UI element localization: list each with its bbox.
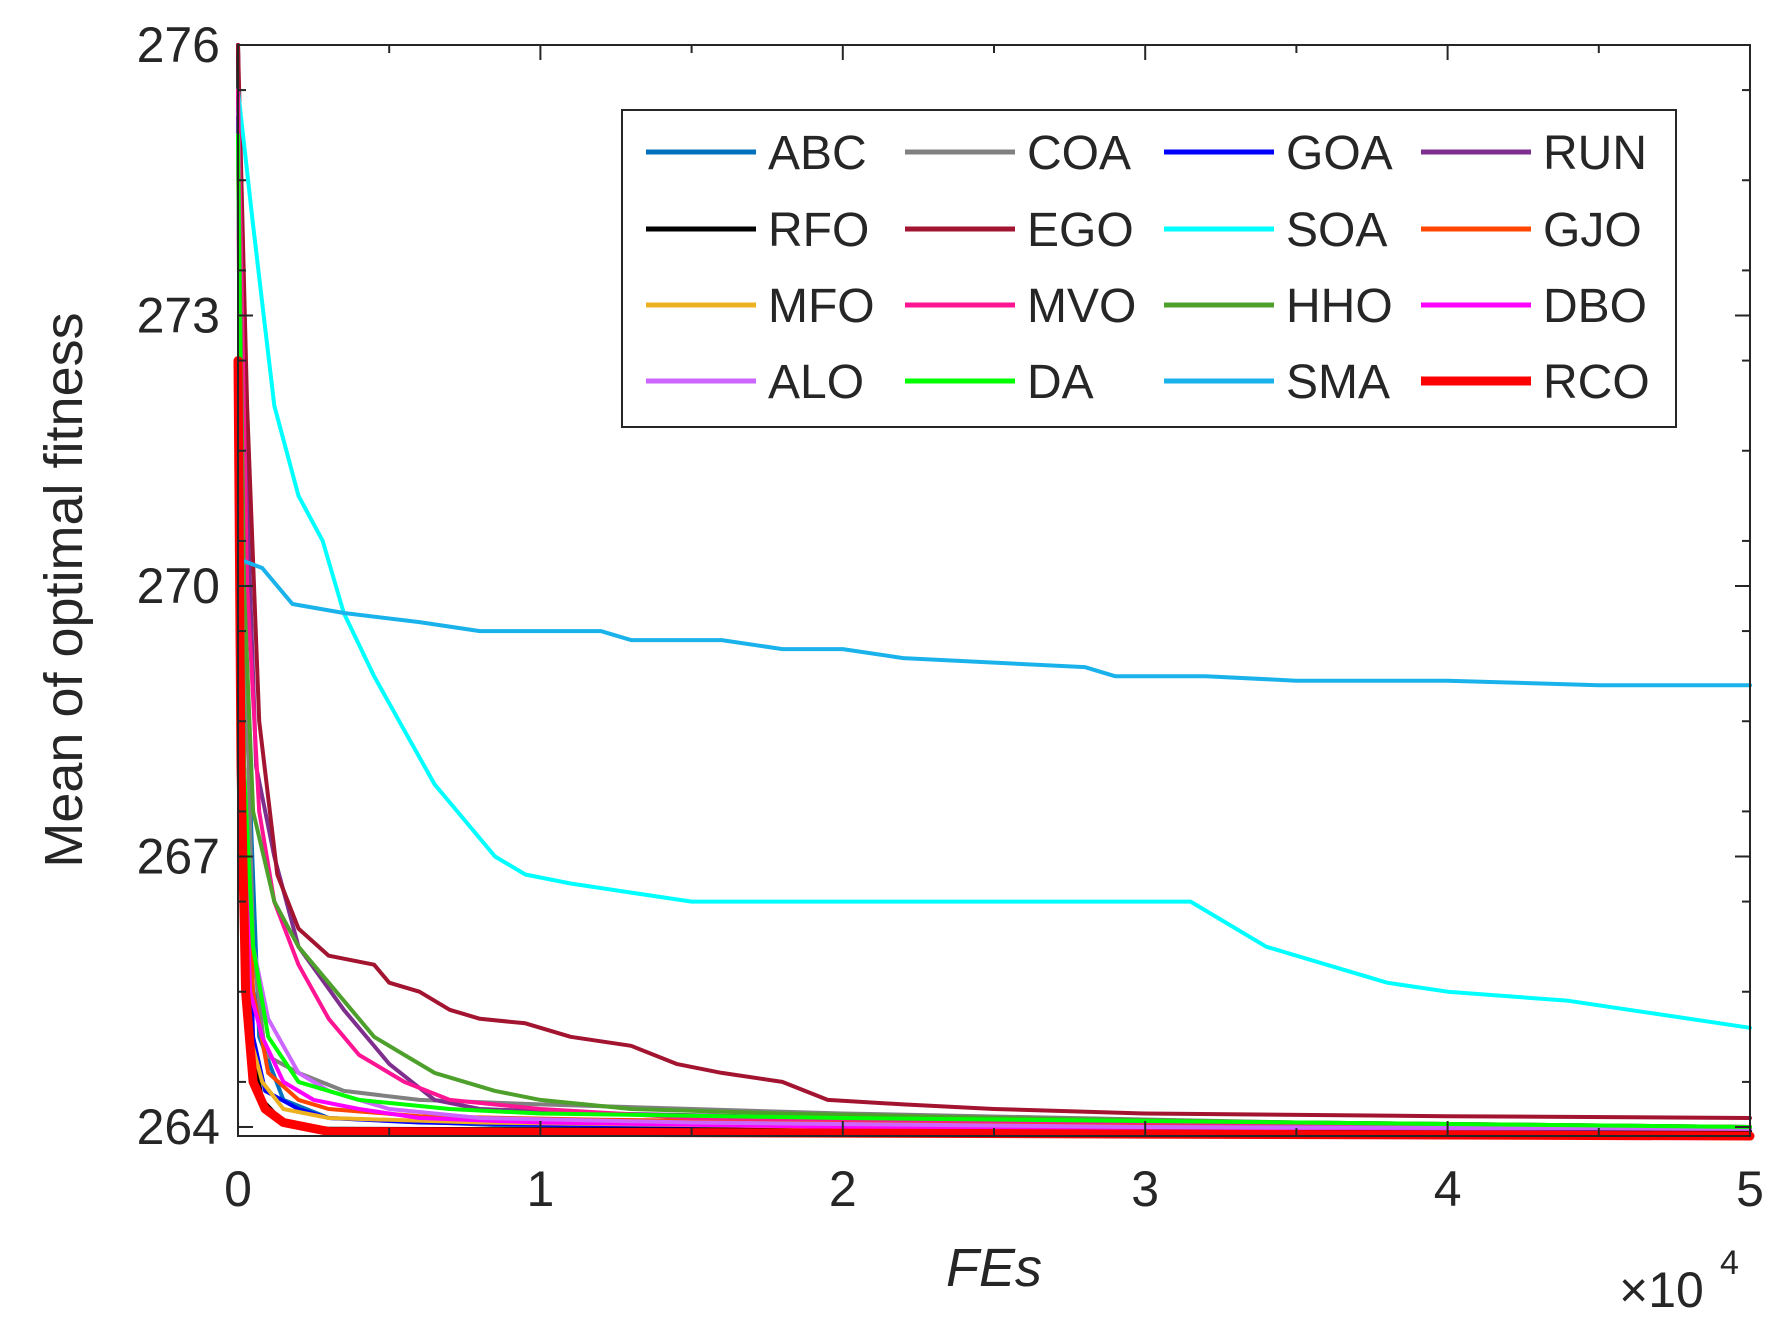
y-tick-label: 273: [137, 287, 220, 343]
y-tick-label: 267: [137, 828, 220, 884]
ticks-group: 0 1 2 3 4 5 264 267 270 273 276: [137, 17, 1764, 1217]
series-group: [233, 43, 1755, 1141]
legend-label-ego: EGO: [1027, 204, 1134, 257]
x-tick-label: 2: [829, 1161, 857, 1217]
legend-label-dbo: DBO: [1543, 280, 1647, 333]
x-axis-multiplier: ×10 4: [1619, 1244, 1739, 1318]
y-tick-label: 264: [137, 1099, 220, 1155]
legend-label-rfo: RFO: [768, 204, 869, 257]
series-line-mvo: [236, 88, 1752, 1129]
y-tick-label: 270: [137, 558, 220, 614]
series-line-soa: [236, 88, 1752, 1030]
series-line-da: [236, 133, 1752, 1129]
x-tick-label: 5: [1736, 1161, 1764, 1217]
series-line-ego: [236, 43, 1752, 1120]
x-tick-label: 0: [224, 1161, 252, 1217]
legend-label-soa: SOA: [1286, 204, 1387, 257]
legend-label-alo: ALO: [768, 356, 864, 409]
legend-label-mvo: MVO: [1027, 280, 1136, 333]
legend-label-abc: ABC: [768, 127, 867, 180]
y-axis-title: Mean of optimal fitness: [34, 312, 94, 867]
legend-label-coa: COA: [1027, 127, 1131, 180]
legend-label-rco: RCO: [1543, 356, 1650, 409]
x-multiplier-exponent: 4: [1720, 1244, 1739, 1282]
x-multiplier-base: ×10: [1619, 1262, 1704, 1318]
legend-label-da: DA: [1027, 356, 1094, 409]
y-tick-label: 276: [137, 17, 220, 73]
series-line-sma: [236, 556, 1752, 688]
legend: ABC COA GOA RUN RFO EGO SOA GJO MFO MVO HHO DBO ALO D…: [621, 109, 1677, 428]
x-tick-label: 4: [1434, 1161, 1462, 1217]
x-axis-title: FEs: [946, 1238, 1042, 1298]
x-tick-label: 1: [526, 1161, 554, 1217]
series-line-hho: [236, 133, 1752, 1129]
legend-box: [621, 109, 1677, 428]
legend-label-gjo: GJO: [1543, 204, 1642, 257]
legend-label-sma: SMA: [1286, 356, 1390, 409]
legend-label-run: RUN: [1543, 127, 1647, 180]
legend-label-goa: GOA: [1286, 127, 1393, 180]
x-tick-label: 3: [1131, 1161, 1159, 1217]
series-line-rco: [233, 356, 1755, 1141]
legend-label-mfo: MFO: [768, 280, 875, 333]
legend-label-hho: HHO: [1286, 280, 1393, 333]
